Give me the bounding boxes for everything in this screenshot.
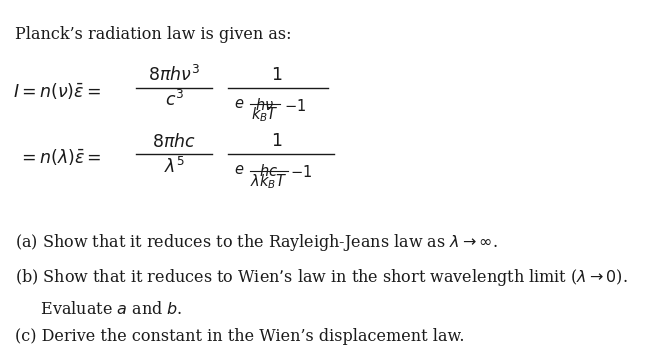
Text: $- 1$: $- 1$ <box>284 98 306 114</box>
Text: (b) Show that it reduces to Wien’s law in the short wavelength limit ($\lambda \: (b) Show that it reduces to Wien’s law i… <box>15 268 628 288</box>
Text: $h\nu$: $h\nu$ <box>255 96 274 112</box>
Text: $1$: $1$ <box>271 67 282 84</box>
Text: $= n(\lambda)\bar{\varepsilon} = $: $= n(\lambda)\bar{\varepsilon} = $ <box>18 147 102 167</box>
Text: $hc$: $hc$ <box>259 163 279 179</box>
Text: $e$: $e$ <box>234 96 244 111</box>
Text: $I = n(\nu)\bar{\varepsilon} = $: $I = n(\nu)\bar{\varepsilon} = $ <box>13 81 102 101</box>
Text: $\lambda k_BT$: $\lambda k_BT$ <box>250 172 287 191</box>
Text: $e$: $e$ <box>234 163 244 177</box>
Text: $k_BT$: $k_BT$ <box>251 106 279 124</box>
Text: $- 1$: $- 1$ <box>290 164 313 180</box>
Text: $\lambda^5$: $\lambda^5$ <box>164 157 185 177</box>
Text: $8\pi hc$: $8\pi hc$ <box>152 133 196 151</box>
Text: Evaluate $a$ and $b$.: Evaluate $a$ and $b$. <box>15 301 182 318</box>
Text: $1$: $1$ <box>271 133 282 150</box>
Text: $c^3$: $c^3$ <box>165 90 184 110</box>
Text: Planck’s radiation law is given as:: Planck’s radiation law is given as: <box>15 25 292 43</box>
Text: (c) Derive the constant in the Wien’s displacement law.: (c) Derive the constant in the Wien’s di… <box>15 328 465 345</box>
Text: $8\pi h\nu^3$: $8\pi h\nu^3$ <box>148 65 200 85</box>
Text: (a) Show that it reduces to the Rayleigh-Jeans law as $\lambda \rightarrow \inft: (a) Show that it reduces to the Rayleigh… <box>15 232 498 253</box>
